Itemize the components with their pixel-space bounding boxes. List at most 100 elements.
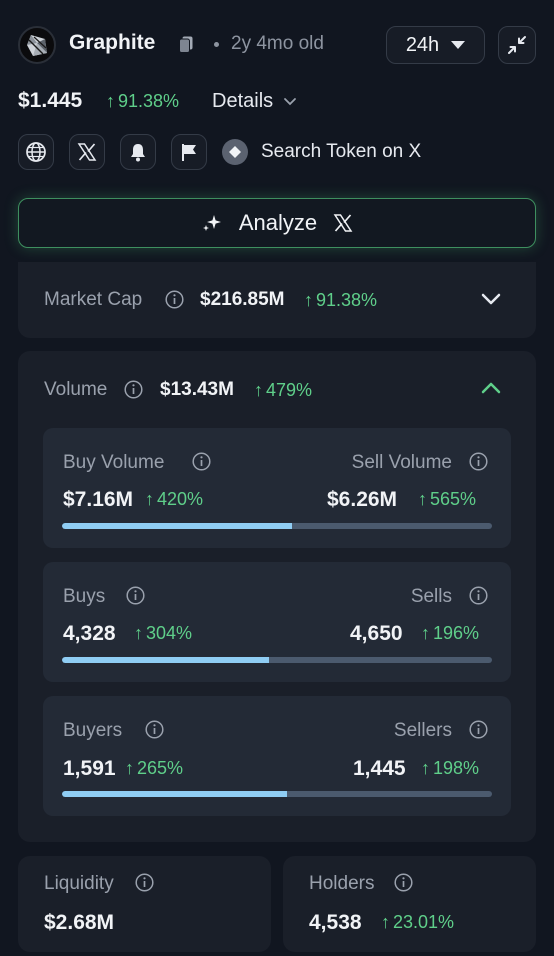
search-token-on-x-link[interactable]: Search Token on X <box>261 141 422 162</box>
details-label: Details <box>212 90 274 112</box>
buy-sell-volume-bar <box>62 523 492 529</box>
buy-volume-value: $7.16M <box>63 488 134 511</box>
info-icon[interactable] <box>192 452 211 471</box>
liquidity-label: Liquidity <box>44 873 114 894</box>
info-icon[interactable] <box>469 452 488 471</box>
arrow-up-icon: ↑ <box>145 489 154 509</box>
arrow-up-icon: ↑ <box>421 623 430 643</box>
volume-value: $13.43M <box>160 379 234 400</box>
holders-value: 4,538 <box>309 911 362 934</box>
website-button[interactable] <box>18 134 54 170</box>
sellers-change-value: 198% <box>433 758 480 778</box>
sells-change-value: 196% <box>433 623 480 643</box>
info-icon[interactable] <box>165 290 184 309</box>
arrow-up-icon: ↑ <box>418 489 427 509</box>
minimize-button[interactable] <box>498 26 536 64</box>
analyze-label: Analyze <box>238 210 318 235</box>
buys-sells-bar <box>62 657 492 663</box>
sell-volume-change-value: 565% <box>430 489 477 509</box>
analyze-x-button[interactable]: Analyze <box>18 198 536 248</box>
sell-volume-value: $6.26M <box>327 488 398 511</box>
sells-value: 4,650 <box>350 622 403 645</box>
chevron-down-icon[interactable] <box>481 293 501 305</box>
alert-button[interactable] <box>120 134 156 170</box>
info-icon[interactable] <box>394 873 413 892</box>
info-icon[interactable] <box>469 586 488 605</box>
market-cap-change: ↑ 91.38% <box>304 290 377 311</box>
holders-change: ↑ 23.01% <box>381 912 454 933</box>
info-icon[interactable] <box>124 380 143 399</box>
chevron-up-icon[interactable] <box>481 382 501 394</box>
liquidity-card <box>18 856 271 952</box>
x-profile-button[interactable] <box>69 134 105 170</box>
info-icon[interactable] <box>469 720 488 739</box>
arrow-up-icon: ↑ <box>304 290 313 310</box>
diamond-icon <box>229 146 241 158</box>
buys-label: Buys <box>63 586 106 607</box>
token-price: $1.445 <box>18 89 83 112</box>
report-button[interactable] <box>171 134 207 170</box>
caret-down-icon <box>451 41 466 49</box>
sell-volume-label: Sell Volume <box>351 452 452 473</box>
timeframe-value: 24h <box>405 33 440 56</box>
sells-change: ↑ 196% <box>421 623 479 644</box>
arrow-up-icon: ↑ <box>106 91 115 111</box>
buy-volume-label: Buy Volume <box>63 452 165 473</box>
liquidity-value: $2.68M <box>44 911 115 934</box>
token-age: 2y 4mo old <box>231 33 324 54</box>
market-cap-card[interactable] <box>18 262 536 338</box>
details-toggle[interactable]: Details <box>212 90 297 113</box>
buys-change-value: 304% <box>146 623 193 643</box>
info-icon[interactable] <box>135 873 154 892</box>
info-icon[interactable] <box>145 720 164 739</box>
sparkle-icon <box>202 215 221 231</box>
chevron-down-icon <box>284 98 297 106</box>
graphite-logo-icon <box>27 35 47 56</box>
token-name: Graphite <box>69 31 156 54</box>
volume-change: ↑ 479% <box>254 380 312 401</box>
buyers-change: ↑ 265% <box>125 758 183 779</box>
buys-change: ↑ 304% <box>134 623 192 644</box>
bell-icon <box>131 144 145 162</box>
volume-label: Volume <box>44 379 108 400</box>
price-change-value: 91.38% <box>118 91 180 111</box>
separator-dot <box>214 42 219 47</box>
x-logo-icon <box>333 214 353 232</box>
buy-volume-change-value: 420% <box>157 489 204 509</box>
arrow-up-icon: ↑ <box>381 912 390 932</box>
buy-volume-fill <box>62 523 292 529</box>
sells-label: Sells <box>410 586 452 607</box>
collapse-arrows-icon <box>508 36 526 54</box>
copy-icon[interactable] <box>179 36 193 53</box>
buys-fill <box>62 657 270 663</box>
buys-value: 4,328 <box>63 622 116 645</box>
buyers-fill <box>62 791 288 797</box>
arrow-up-icon: ↑ <box>421 758 430 778</box>
buyers-sellers-bar <box>62 791 492 797</box>
holders-label: Holders <box>309 873 375 894</box>
x-logo-icon <box>77 143 97 161</box>
flag-icon <box>182 144 196 161</box>
token-logo <box>18 26 56 64</box>
sellers-label: Sellers <box>393 720 452 741</box>
info-icon[interactable] <box>126 586 145 605</box>
volume-change-value: 479% <box>266 380 313 400</box>
buyers-value: 1,591 <box>63 757 116 780</box>
price-change: ↑ 91.38% <box>106 91 179 112</box>
sell-volume-change: ↑ 565% <box>418 489 476 510</box>
arrow-up-icon: ↑ <box>134 623 143 643</box>
holders-card <box>283 856 536 952</box>
timeframe-select[interactable]: 24h <box>386 26 485 64</box>
sellers-value: 1,445 <box>353 757 406 780</box>
search-token-icon[interactable] <box>222 139 248 165</box>
arrow-up-icon: ↑ <box>125 758 134 778</box>
buyers-sellers-panel <box>43 696 511 816</box>
buy-volume-change: ↑ 420% <box>145 489 203 510</box>
market-cap-value: $216.85M <box>200 289 285 310</box>
sellers-change: ↑ 198% <box>421 758 479 779</box>
buyers-change-value: 265% <box>137 758 184 778</box>
globe-icon <box>26 142 46 162</box>
holders-change-value: 23.01% <box>393 912 455 932</box>
arrow-up-icon: ↑ <box>254 380 263 400</box>
market-cap-label: Market Cap <box>44 289 143 310</box>
